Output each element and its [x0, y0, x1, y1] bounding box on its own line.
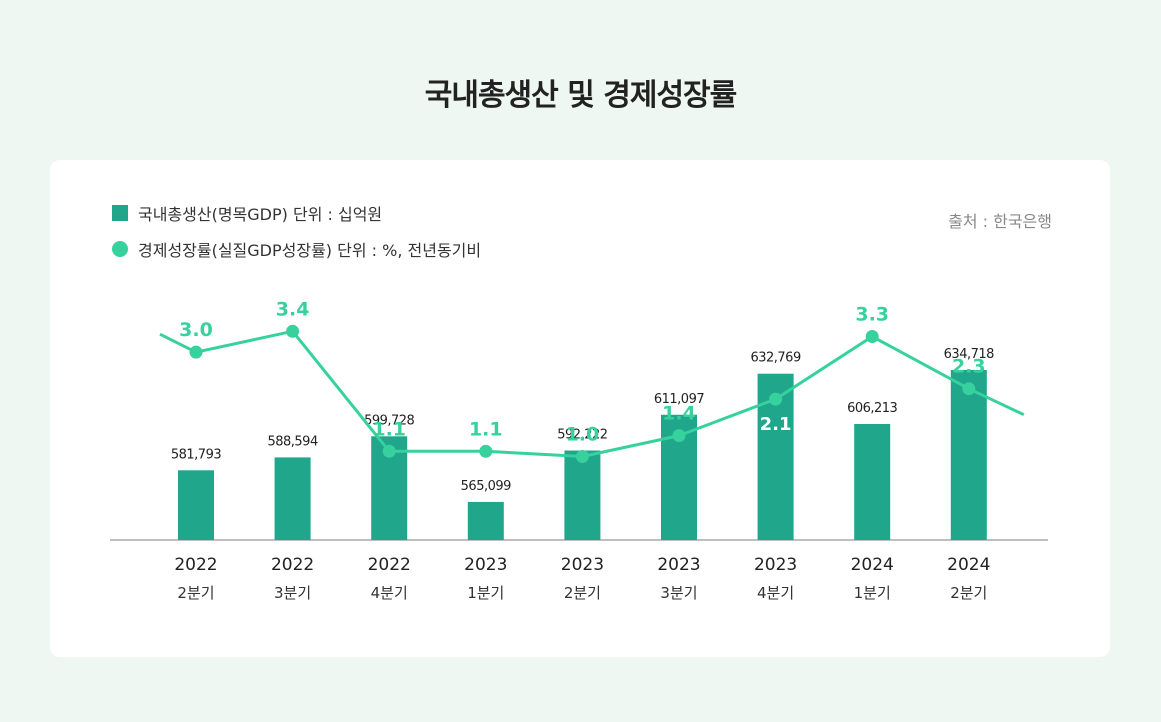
legend-label-gdp: 국내총생산(명목GDP) 단위 : 십억원	[138, 205, 383, 224]
gdp-bar-label: 634,718	[944, 347, 994, 362]
legend: 국내총생산(명목GDP) 단위 : 십억원 경제성장률(실질GDP성장률) 단위…	[112, 202, 481, 274]
x-tick-quarter: 3분기	[274, 584, 311, 602]
x-tick-quarter: 2분기	[177, 584, 214, 602]
legend-label-growth: 경제성장률(실질GDP성장률) 단위 : %, 전년동기비	[138, 241, 482, 260]
growth-point	[672, 429, 686, 443]
x-tick-quarter: 4분기	[757, 584, 794, 602]
gdp-bar	[274, 457, 311, 540]
growth-point	[962, 382, 976, 396]
x-tick-year: 2022	[368, 555, 411, 575]
gdp-bar-label: 606,213	[847, 401, 897, 416]
growth-label: 1.1	[372, 418, 406, 440]
x-tick-quarter: 2분기	[950, 584, 987, 602]
growth-label: 1.1	[469, 418, 503, 440]
legend-item-growth: 경제성장률(실질GDP성장률) 단위 : %, 전년동기비	[112, 238, 481, 260]
gdp-bar-label: 565,099	[461, 479, 511, 494]
gdp-bar-label: 592,222	[557, 428, 607, 443]
legend-item-gdp: 국내총생산(명목GDP) 단위 : 십억원	[112, 202, 481, 224]
gdp-bar-label: 611,097	[654, 392, 704, 407]
x-tick-quarter: 1분기	[854, 584, 891, 602]
growth-point	[286, 324, 300, 338]
growth-label: 1.0	[566, 424, 600, 446]
gdp-bar-label: 632,769	[750, 351, 800, 366]
gdp-bar-label: 599,728	[364, 413, 414, 428]
growth-label: 2.1	[760, 414, 792, 435]
x-tick-year: 2023	[464, 555, 507, 575]
legend-bar-swatch	[112, 205, 128, 221]
gdp-bar	[467, 501, 504, 540]
gdp-bar	[950, 370, 987, 540]
growth-label: 2.3	[952, 356, 986, 378]
x-tick-quarter: 3분기	[660, 584, 697, 602]
gdp-bar	[564, 450, 601, 540]
growth-label: 3.3	[855, 304, 889, 326]
x-tick-quarter: 2분기	[564, 584, 601, 602]
growth-label: 1.4	[662, 403, 696, 425]
gdp-bar-label: 581,793	[171, 447, 221, 462]
growth-point	[479, 444, 493, 458]
x-tick-quarter: 1분기	[467, 584, 504, 602]
x-tick-year: 2024	[947, 555, 990, 575]
growth-point	[865, 330, 879, 344]
chart-card: 국내총생산(명목GDP) 단위 : 십억원 경제성장률(실질GDP성장률) 단위…	[50, 160, 1110, 657]
growth-point	[382, 444, 396, 458]
growth-point	[575, 450, 589, 464]
growth-point	[189, 345, 203, 359]
legend-dot-swatch	[112, 241, 128, 257]
gdp-bar	[854, 424, 891, 540]
page-title: 국내총생산 및 경제성장률	[424, 78, 738, 113]
gdp-bar	[178, 470, 214, 540]
growth-label: 3.0	[179, 319, 213, 341]
x-tick-year: 2023	[561, 555, 604, 575]
source-note: 출처 : 한국은행	[948, 212, 1052, 231]
growth-point	[769, 392, 783, 406]
x-tick-year: 2023	[657, 555, 700, 575]
x-tick-year: 2022	[174, 555, 217, 575]
x-tick-year: 2024	[851, 555, 894, 575]
gdp-bar-label: 588,594	[267, 434, 317, 449]
x-tick-year: 2023	[754, 555, 797, 575]
x-tick-year: 2022	[271, 555, 314, 575]
x-tick-quarter: 4분기	[371, 584, 408, 602]
growth-label: 3.4	[276, 298, 310, 320]
